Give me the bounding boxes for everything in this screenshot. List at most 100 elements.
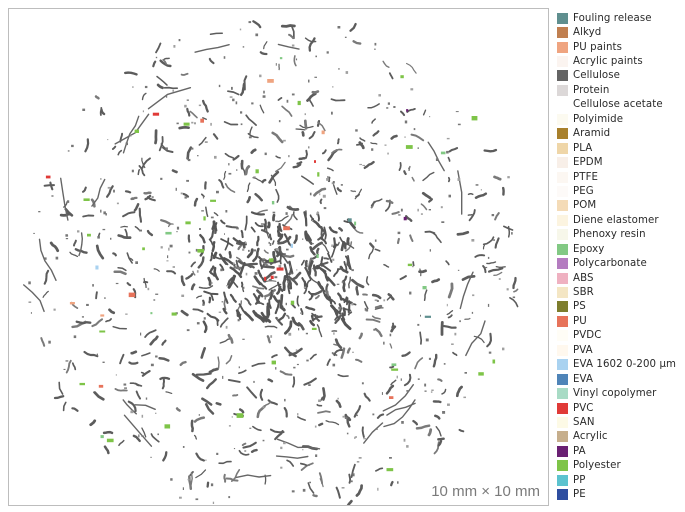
particle	[331, 148, 343, 154]
particle	[507, 176, 510, 179]
particle	[195, 248, 198, 252]
particle	[157, 433, 159, 436]
particle	[241, 442, 247, 447]
particle	[238, 261, 246, 277]
legend-item: Acrylic paints	[557, 54, 683, 68]
particle	[355, 285, 359, 296]
particle	[105, 318, 112, 323]
particle	[344, 36, 347, 38]
particle	[195, 469, 207, 479]
particle	[278, 120, 281, 123]
particle	[419, 331, 423, 345]
particle	[447, 314, 453, 319]
particle	[227, 90, 240, 96]
particle	[141, 370, 151, 377]
particle	[435, 426, 442, 437]
particle	[171, 169, 178, 174]
particle	[237, 319, 240, 322]
particle	[271, 201, 275, 205]
legend-label: PU paints	[573, 41, 623, 53]
legend-item: Aramid	[557, 127, 683, 141]
particle	[340, 347, 346, 359]
particle	[457, 170, 463, 215]
particle	[319, 198, 323, 205]
particle	[311, 218, 321, 228]
particle	[141, 427, 147, 438]
particle	[200, 118, 204, 123]
particle	[182, 192, 190, 198]
particle	[28, 301, 32, 303]
particle	[309, 353, 317, 360]
particle	[488, 351, 492, 354]
particle	[447, 156, 451, 162]
particle	[338, 68, 340, 70]
legend-label: Acrylic	[573, 431, 608, 443]
particle	[100, 435, 104, 439]
particle	[290, 272, 293, 274]
particle	[254, 222, 264, 228]
particle	[279, 370, 293, 376]
particle	[277, 233, 284, 243]
particle	[279, 252, 282, 265]
particle	[309, 192, 312, 196]
particle	[223, 170, 227, 180]
particle	[253, 249, 256, 252]
legend-swatch	[557, 99, 568, 111]
particle	[276, 225, 281, 237]
particle	[442, 325, 457, 329]
particle	[102, 430, 114, 435]
particle	[406, 108, 416, 113]
particle	[422, 109, 427, 116]
particle	[28, 281, 31, 285]
legend-label: Aramid	[573, 128, 611, 140]
particle	[142, 247, 145, 251]
particle	[192, 308, 204, 313]
particle	[262, 406, 265, 409]
particle	[359, 137, 366, 142]
particle	[216, 190, 219, 194]
particle	[312, 268, 314, 270]
particle	[385, 384, 395, 395]
particle	[203, 317, 206, 320]
particle	[303, 211, 308, 227]
particle	[291, 44, 295, 47]
particle	[236, 169, 238, 171]
particle	[405, 145, 413, 149]
particle	[348, 473, 352, 484]
particle	[277, 215, 289, 223]
particle	[225, 325, 228, 329]
particle	[381, 392, 383, 395]
particle	[300, 312, 301, 314]
particle	[333, 332, 335, 335]
legend-swatch	[557, 70, 568, 82]
particle	[376, 300, 379, 302]
particle	[350, 480, 353, 483]
particle	[512, 296, 516, 299]
particle	[220, 238, 234, 247]
particle	[432, 353, 438, 368]
particle	[143, 191, 152, 195]
particle	[480, 189, 482, 191]
particle	[363, 422, 384, 444]
particle	[134, 129, 139, 133]
particle	[245, 114, 257, 126]
particle	[147, 287, 150, 291]
particle	[236, 227, 239, 230]
particle	[255, 169, 259, 174]
particle	[166, 260, 169, 262]
particle	[448, 194, 451, 198]
particle	[328, 226, 338, 234]
particle	[417, 323, 420, 326]
particle	[218, 460, 232, 465]
particle	[103, 211, 106, 215]
particle	[165, 147, 168, 151]
particle	[222, 307, 228, 315]
legend-label: EVA 1602 0-200 µm	[573, 359, 677, 371]
particle	[425, 338, 429, 342]
particle	[276, 317, 279, 321]
particle	[302, 488, 306, 492]
particle	[333, 343, 339, 346]
particle	[150, 456, 152, 458]
particle	[239, 28, 242, 31]
legend-swatch	[557, 27, 568, 39]
